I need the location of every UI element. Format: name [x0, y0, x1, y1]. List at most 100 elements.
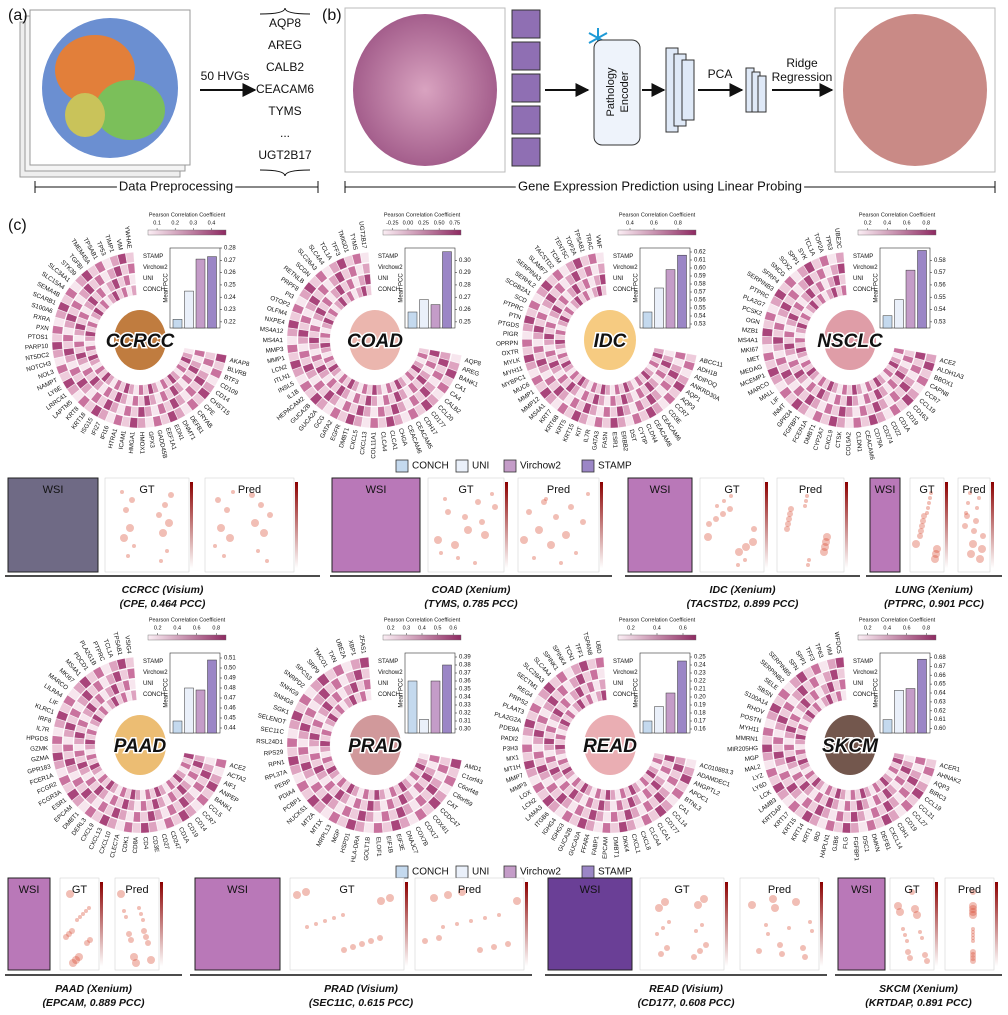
- heatmap-cell: [589, 668, 599, 681]
- heatmap-cell: [800, 359, 812, 369]
- heatmap-cell: [192, 392, 205, 406]
- colorbar-tick-label: 0.50: [434, 220, 445, 226]
- gene-label: NXPE4: [264, 316, 286, 327]
- heatmap-cell: [140, 811, 149, 823]
- heatmap-cell: [675, 780, 689, 793]
- gene-label: CDK1: [121, 835, 130, 853]
- heatmap-cell: [523, 718, 536, 729]
- expression-spot: [66, 931, 72, 937]
- heatmap-cell: [144, 788, 152, 800]
- heatmap-cell: [816, 375, 827, 388]
- ring-label: STAMP: [143, 254, 163, 260]
- heatmap-cell: [340, 267, 352, 281]
- heatmap-cell: [94, 693, 106, 705]
- heatmap-cell: [318, 368, 331, 380]
- y-tick-label: 0.38: [459, 663, 471, 669]
- heatmap-cell: [99, 270, 111, 283]
- heatmap-cell: [786, 718, 799, 729]
- heatmap-cell: [522, 322, 534, 333]
- expression-spot: [462, 514, 468, 520]
- heatmap-cell: [85, 387, 98, 400]
- colorbar-tick-label: 0.4: [173, 625, 181, 631]
- heatmap-cell: [323, 760, 335, 770]
- expression-spot: [802, 954, 808, 960]
- heatmap-cell: [324, 717, 337, 728]
- wsi-image: [331, 477, 421, 573]
- heatmap-cell: [402, 385, 414, 398]
- heatmap-cell: [548, 309, 561, 320]
- heatmap-cell: [900, 799, 914, 813]
- heatmap-cell: [846, 384, 853, 396]
- heatmap-cell: [128, 679, 137, 690]
- gene-label: CXCL9: [824, 429, 835, 451]
- gene-label: DSC1: [861, 835, 871, 853]
- heatmap-cell: [117, 253, 128, 265]
- heatmap-cell: [835, 252, 845, 264]
- gene-label: PARP10: [25, 343, 49, 352]
- heatmap-cell: [298, 693, 312, 707]
- heatmap-cell: [186, 397, 199, 411]
- expression-map: [59, 877, 100, 971]
- heatmap-cell: [583, 265, 593, 278]
- heatmap-cell: [183, 791, 196, 804]
- heatmap-cell: [818, 794, 829, 807]
- heatmap-cell: [547, 800, 561, 814]
- expression-spot: [787, 926, 791, 930]
- heatmap-cell: [165, 779, 176, 791]
- heatmap-cell: [299, 722, 312, 733]
- y-tick-label: 0.51: [224, 656, 236, 662]
- heatmap-cell: [98, 813, 111, 827]
- heatmap-cell: [143, 395, 151, 407]
- bar: [184, 290, 194, 329]
- heatmap-cell: [181, 373, 193, 385]
- heatmap-cell: [145, 416, 155, 428]
- heatmap-cell: [298, 321, 311, 331]
- heatmap-cell: [79, 712, 92, 723]
- heatmap-cell: [597, 799, 605, 811]
- heatmap-cell: [564, 693, 576, 705]
- heatmap-cell: [684, 758, 697, 769]
- heatmap-cell: [796, 373, 809, 385]
- heatmap-cell: [658, 786, 671, 799]
- gene-label: UBD: [594, 640, 603, 654]
- heatmap-cell: [543, 339, 555, 346]
- heatmap-cell: [310, 758, 323, 768]
- heatmap-cell: [553, 282, 566, 295]
- heatmap-cell: [353, 692, 363, 704]
- heatmap-cell: [308, 374, 322, 386]
- heatmap-cell: [355, 404, 365, 417]
- expression-spot: [456, 556, 460, 560]
- gene-label: IBD: [813, 830, 823, 843]
- expression-spot: [769, 895, 777, 903]
- heatmap-cell: [111, 290, 121, 302]
- gene-label: EIF3E: [394, 833, 405, 851]
- heatmap-cell: [636, 790, 648, 803]
- colorbar-tick-label: 0.6: [903, 625, 911, 631]
- expression-spot: [78, 915, 82, 919]
- heatmap-cell: [810, 257, 823, 271]
- heatmap-cell: [199, 363, 213, 375]
- gene-label: YWHAE: [123, 226, 133, 249]
- expression-spot: [806, 563, 810, 567]
- legend-label: UNI: [472, 867, 489, 878]
- heatmap-cell: [648, 359, 660, 369]
- heatmap-cell: [426, 760, 439, 771]
- heatmap-cell: [564, 273, 576, 287]
- image-label: GT: [72, 884, 88, 896]
- heatmap-cell: [129, 417, 138, 429]
- heatmap-cell: [544, 292, 558, 305]
- y-tick-label: 0.35: [459, 687, 471, 693]
- heatmap-cell: [556, 728, 568, 736]
- bar: [442, 251, 452, 329]
- bar: [407, 680, 418, 734]
- heatmap-cell: [899, 765, 912, 775]
- gene-label: OGN: [745, 317, 760, 327]
- heatmap-cell: [548, 675, 562, 689]
- heatmap-cell: [911, 786, 925, 800]
- heatmap-cell: [529, 702, 542, 715]
- heatmap-cell: [358, 394, 367, 406]
- expression-spot: [505, 941, 511, 947]
- heatmap-cell: [292, 771, 306, 785]
- heatmap-cell: [880, 813, 893, 826]
- expression-spot: [777, 942, 783, 948]
